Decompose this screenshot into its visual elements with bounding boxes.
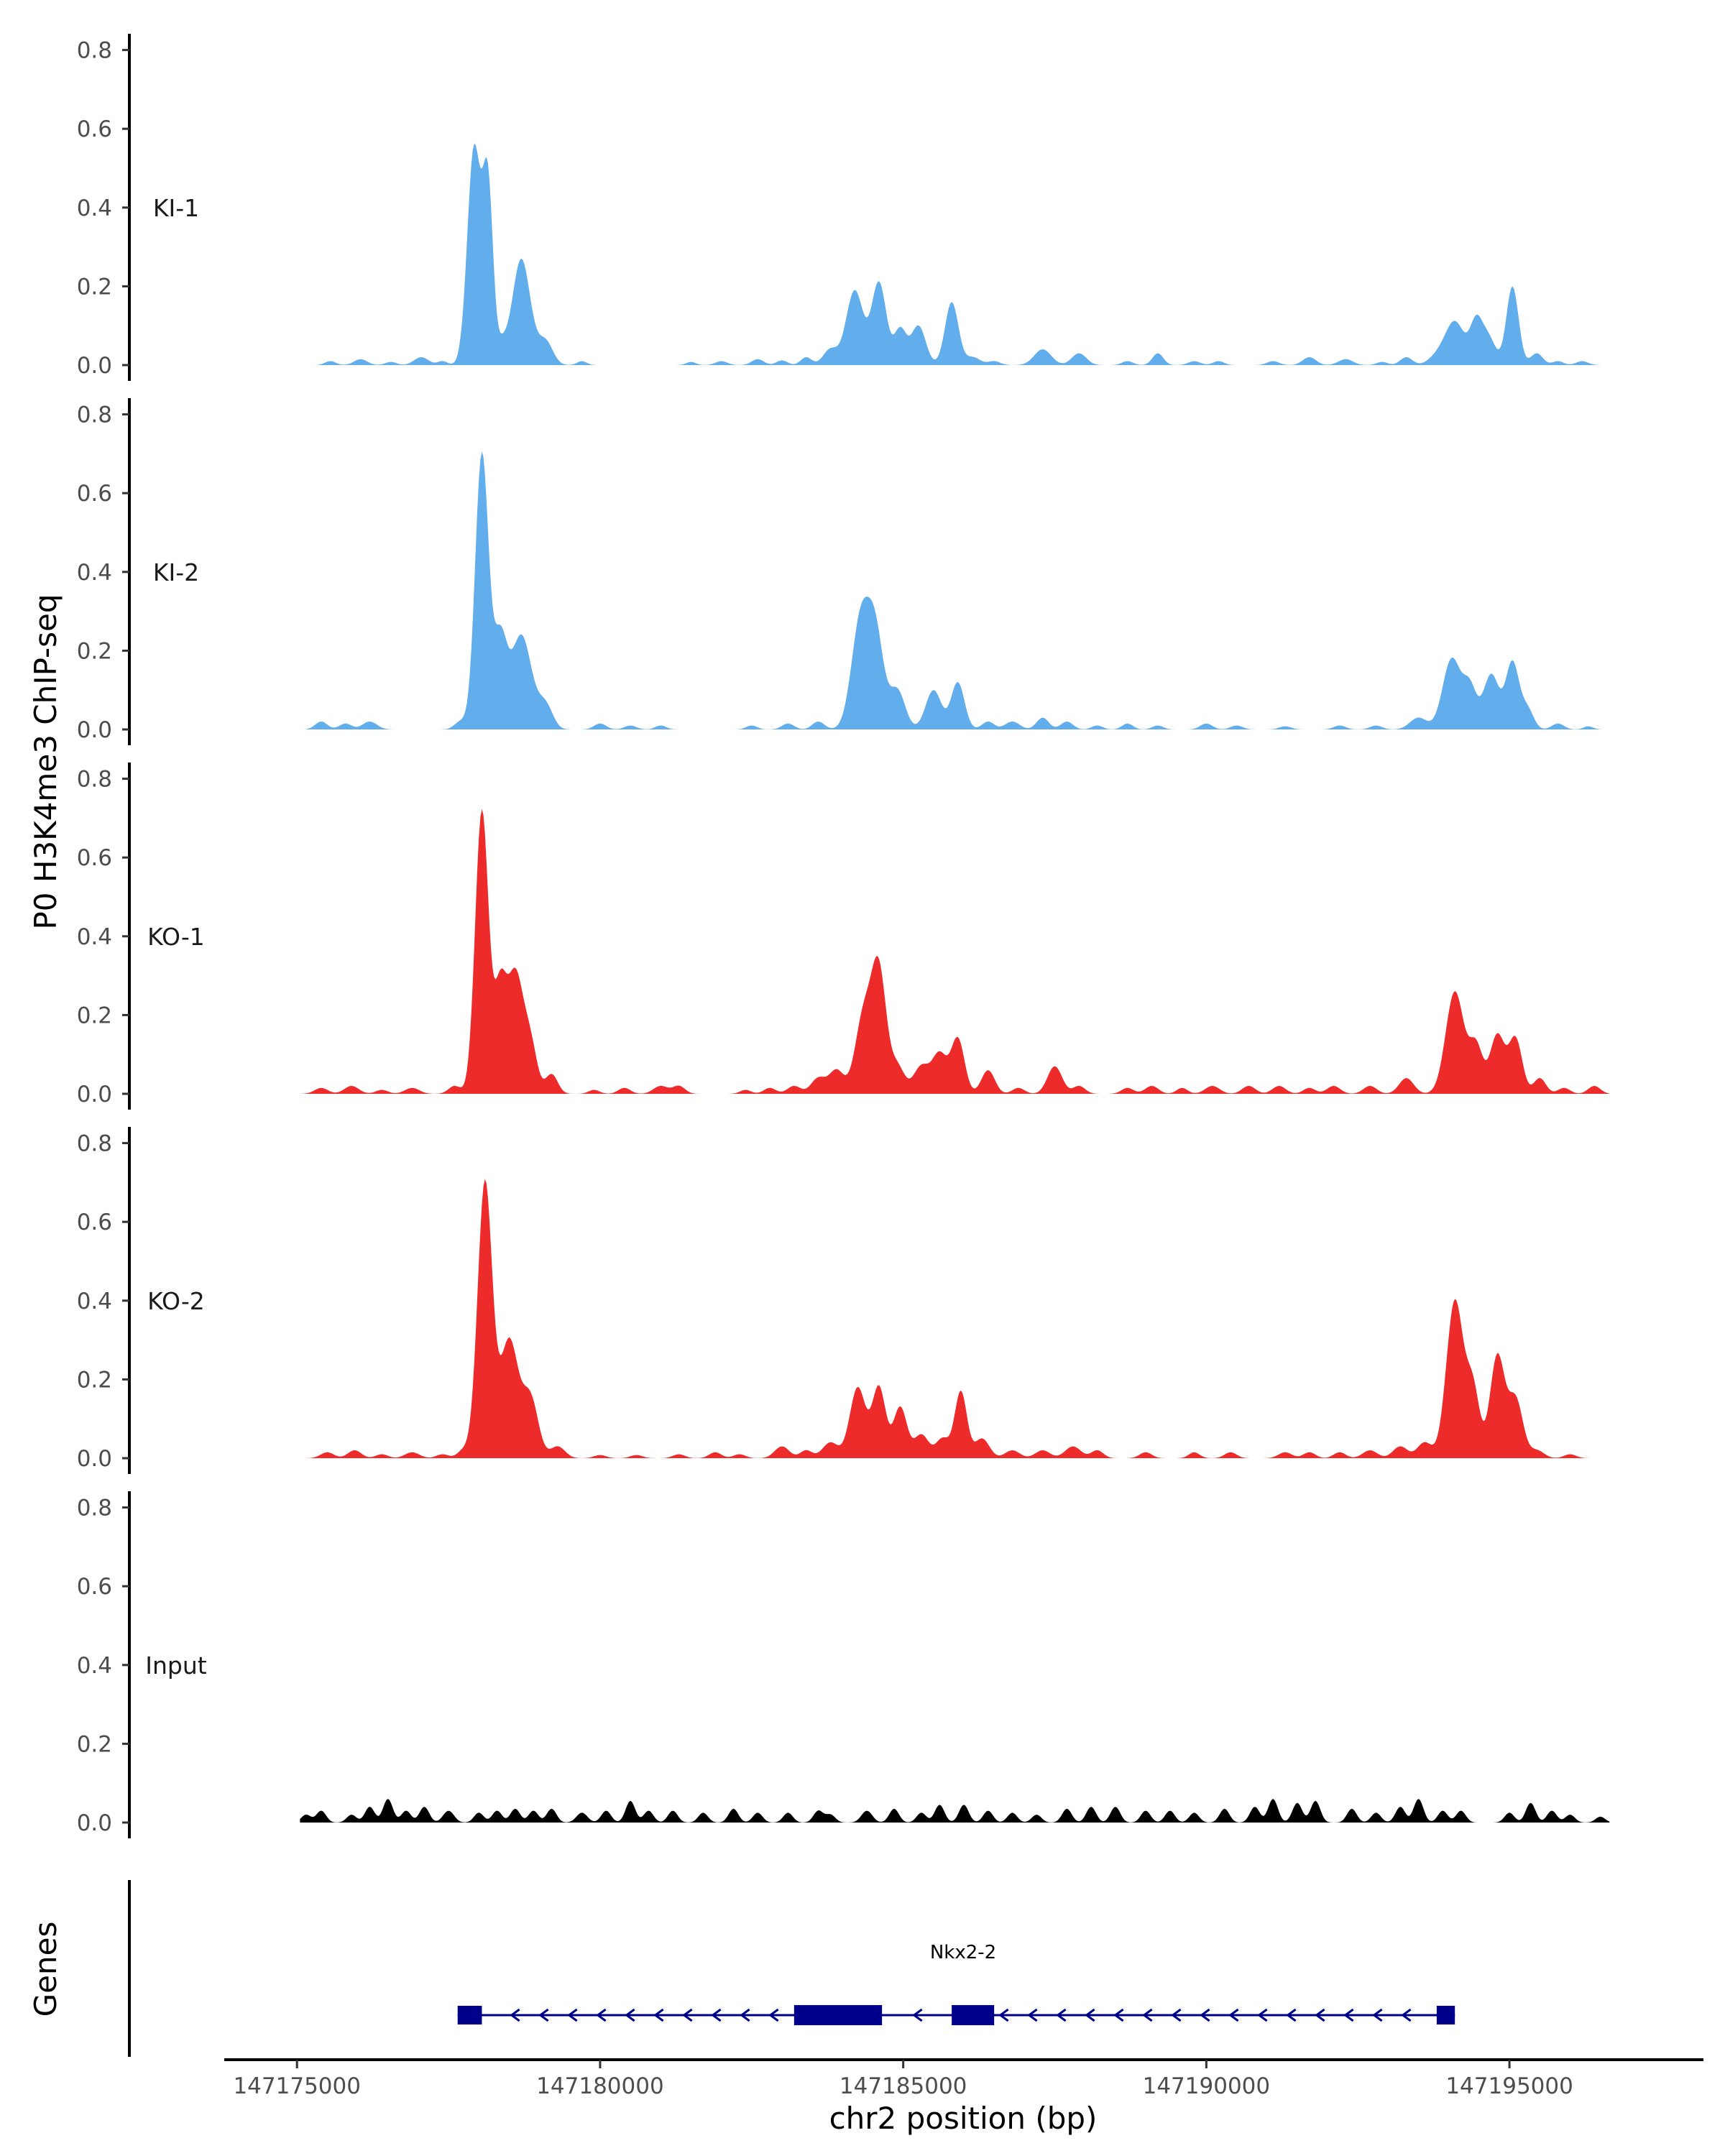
gene-exon xyxy=(457,2006,482,2024)
strand-arrow xyxy=(1372,2008,1383,2022)
strand-arrow xyxy=(912,2008,923,2022)
track-label: KI-2 xyxy=(153,558,199,586)
strand-arrow xyxy=(1200,2008,1210,2022)
track-panel-ko-2: 0.0 0.2 0.4 0.6 0.8 KO-2 xyxy=(77,1127,1598,1474)
y-tick-label: 0.2 xyxy=(77,1003,112,1028)
gene-panel-label: Genes xyxy=(28,1922,63,2017)
y-tick-label: 0.0 xyxy=(77,717,112,743)
y-tick-label: 0.4 xyxy=(77,1289,112,1314)
strand-arrow xyxy=(1171,2008,1182,2022)
strand-arrow xyxy=(1228,2008,1239,2022)
y-tick-label: 0.2 xyxy=(77,1367,112,1393)
strand-arrow xyxy=(653,2008,664,2022)
gene-exon xyxy=(794,2005,883,2025)
strand-arrow xyxy=(625,2008,635,2022)
y-axis-title: P0 H3K4me3 ChIP-seq xyxy=(28,594,63,929)
y-tick-label: 0.6 xyxy=(77,481,112,507)
track-panel-ki-1: 0.0 0.2 0.4 0.6 0.8 KI-1 xyxy=(77,34,1610,381)
strand-arrow xyxy=(711,2008,722,2022)
strand-arrow xyxy=(1257,2008,1268,2022)
strand-arrow xyxy=(1113,2008,1124,2022)
signal-area-ko-2 xyxy=(300,1179,1598,1458)
track-panel-input: 0.0 0.2 0.4 0.6 0.8 Input xyxy=(77,1491,1610,1838)
y-tick-label: 0.8 xyxy=(77,1496,112,1521)
gene-panel: Genes Nkx2-2 xyxy=(28,1880,1455,2057)
y-tick-label: 0.6 xyxy=(77,1574,112,1600)
strand-arrow xyxy=(567,2008,578,2022)
track-panel-ko-1: 0.0 0.2 0.4 0.6 0.8 KO-1 xyxy=(77,763,1610,1110)
gene-exon xyxy=(952,2005,995,2025)
signal-area-input xyxy=(300,1799,1610,1823)
strand-arrow xyxy=(1286,2008,1297,2022)
strand-arrow xyxy=(538,2008,549,2022)
gene-label: Nkx2-2 xyxy=(930,1942,996,1963)
y-tick-label: 0.4 xyxy=(77,924,112,950)
strand-arrow xyxy=(1315,2008,1325,2022)
strand-arrow xyxy=(768,2008,779,2022)
y-tick-label: 0.8 xyxy=(77,402,112,428)
strand-arrow xyxy=(1142,2008,1153,2022)
track-label: KI-1 xyxy=(153,194,199,222)
y-tick-label: 0.4 xyxy=(77,195,112,221)
x-tick-label: 147190000 xyxy=(1143,2073,1271,2099)
strand-arrow xyxy=(1056,2008,1067,2022)
y-tick-label: 0.2 xyxy=(77,638,112,664)
y-tick-label: 0.0 xyxy=(77,353,112,379)
strand-arrow xyxy=(740,2008,750,2022)
y-tick-label: 0.0 xyxy=(77,1810,112,1836)
y-tick-label: 0.8 xyxy=(77,38,112,64)
strand-arrow xyxy=(1085,2008,1095,2022)
signal-area-ki-1 xyxy=(318,143,1610,365)
track-label: KO-1 xyxy=(147,923,205,951)
gene-model xyxy=(457,2005,1455,2025)
y-tick-label: 0.6 xyxy=(77,1210,112,1235)
strand-arrow xyxy=(510,2008,520,2022)
x-tick-label: 147180000 xyxy=(536,2073,664,2099)
strand-arrow xyxy=(682,2008,693,2022)
y-tick-label: 0.6 xyxy=(77,845,112,871)
x-axis: 147175000 147180000 147185000 147190000 1471… xyxy=(233,2060,1573,2099)
strand-arrow xyxy=(1401,2008,1412,2022)
strand-arrow xyxy=(998,2008,1009,2022)
y-tick-label: 0.4 xyxy=(77,560,112,586)
track-label: KO-2 xyxy=(147,1287,205,1315)
x-tick-label: 147185000 xyxy=(840,2073,967,2099)
y-tick-label: 0.6 xyxy=(77,116,112,142)
y-tick-label: 0.4 xyxy=(77,1653,112,1679)
strand-arrow xyxy=(1343,2008,1354,2022)
x-tick-label: 147195000 xyxy=(1445,2073,1573,2099)
track-label: Input xyxy=(145,1651,207,1680)
track-panel-ki-2: 0.0 0.2 0.4 0.6 0.8 KI-2 xyxy=(77,398,1610,745)
strand-arrow xyxy=(1027,2008,1038,2022)
gene-exon xyxy=(1436,2006,1455,2024)
signal-area-ki-2 xyxy=(305,451,1610,729)
x-tick-label: 147175000 xyxy=(233,2073,361,2099)
y-tick-label: 0.8 xyxy=(77,1131,112,1157)
y-tick-label: 0.2 xyxy=(77,1731,112,1757)
y-tick-label: 0.0 xyxy=(77,1446,112,1472)
signal-area-ko-1 xyxy=(300,808,1610,1094)
y-tick-label: 0.0 xyxy=(77,1082,112,1107)
strand-arrow xyxy=(596,2008,607,2022)
x-axis-title: chr2 position (bp) xyxy=(829,2101,1098,2136)
y-tick-label: 0.8 xyxy=(77,767,112,793)
track-panels: 0.00.20.40.60.8KI-10.00.20.40.60.8KI-20.… xyxy=(77,34,1610,1838)
y-tick-label: 0.2 xyxy=(77,274,112,300)
